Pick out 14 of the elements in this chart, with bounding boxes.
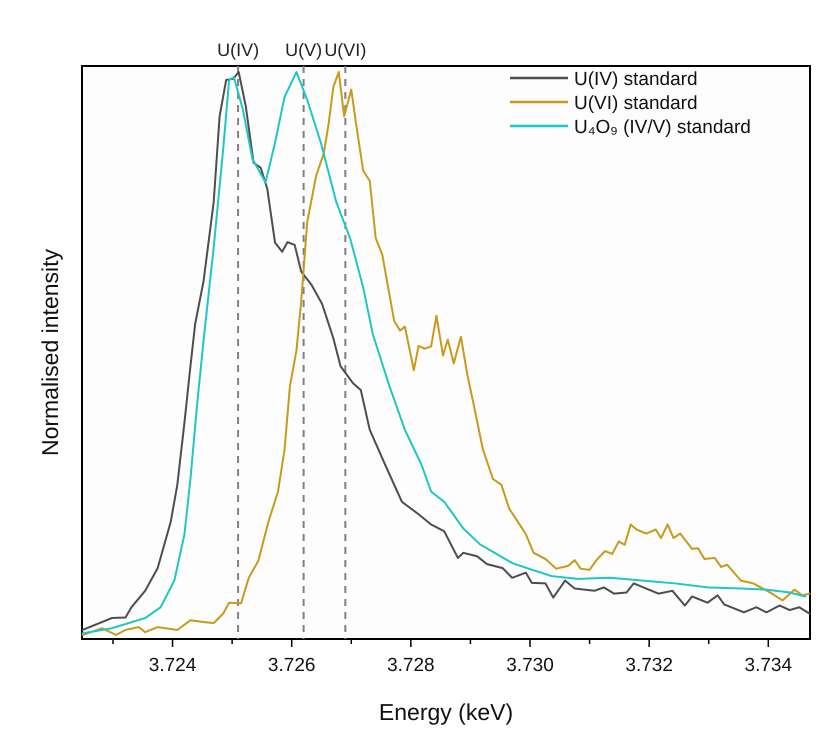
legend-label: U(IV) standard — [574, 69, 698, 90]
ref-line-label: U(IV) — [217, 40, 260, 60]
legend-label: U₄O₉ (IV/V) standard — [574, 117, 751, 138]
x-axis-title: Energy (keV) — [378, 699, 514, 725]
legend-label: U(VI) standard — [574, 93, 698, 114]
x-tick-label: 3.730 — [506, 655, 554, 676]
x-tick-label: 3.728 — [387, 655, 435, 676]
x-tick-label: 3.726 — [268, 655, 316, 676]
y-axis-title: Normalised intensity — [37, 248, 63, 456]
x-tick-label: 3.732 — [625, 655, 673, 676]
x-tick-label: 3.734 — [744, 655, 793, 676]
x-tick-label: 3.724 — [148, 655, 197, 676]
ref-line-label: U(VI) — [324, 40, 366, 60]
ref-line-label: U(V) — [285, 40, 322, 60]
